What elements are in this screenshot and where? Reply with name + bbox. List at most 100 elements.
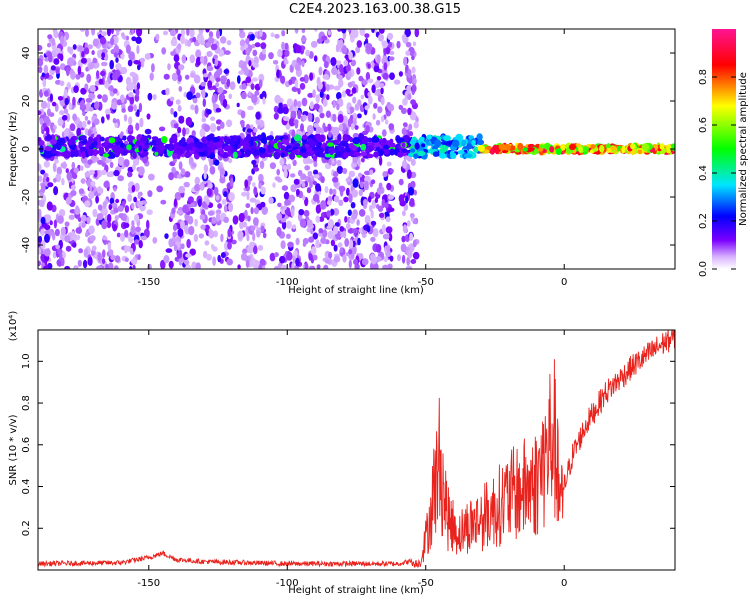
heatmap-cell: [348, 193, 353, 203]
heatmap-cell: [111, 202, 118, 209]
heatmap-cell: [203, 55, 208, 65]
heatmap-cell: [367, 137, 373, 143]
heatmap-cell: [246, 190, 250, 201]
heatmap-cell: [291, 224, 297, 230]
heatmap-cell: [81, 214, 87, 222]
heatmap-cell: [302, 114, 307, 121]
heatmap-cell: [280, 264, 288, 269]
heatmap-cell: [260, 42, 267, 50]
heatmap-cell: [275, 135, 280, 142]
heatmap-cell: [43, 265, 49, 269]
heatmap-cell: [282, 106, 289, 115]
heatmap-cell: [82, 110, 86, 116]
heatmap-cell: [378, 182, 383, 189]
heatmap-cell: [407, 68, 412, 79]
heatmap-cell: [249, 33, 255, 41]
heatmap-cell: [352, 178, 359, 188]
heatmap-cell: [280, 152, 285, 158]
heatmap-cell: [189, 248, 196, 256]
heatmap-cell: [472, 146, 479, 153]
heatmap-cell: [295, 257, 300, 267]
heatmap-cell: [129, 266, 133, 269]
heatmap-cell: [167, 63, 171, 71]
heatmap-cell: [178, 140, 184, 146]
heatmap-cell: [109, 59, 114, 70]
heatmap-cell: [126, 171, 133, 178]
heatmap-cell: [370, 257, 378, 265]
heatmap-cell: [207, 37, 215, 44]
heatmap-cell: [336, 165, 344, 174]
heatmap-cell: [401, 148, 408, 153]
heatmap-cell: [147, 92, 153, 101]
spectrogram-ylabel: Frequency (Hz): [8, 111, 19, 187]
heatmap-cell: [388, 56, 395, 61]
heatmap-cell: [274, 252, 279, 258]
heatmap-cell: [47, 182, 54, 188]
heatmap-cell: [276, 168, 281, 176]
heatmap-cell: [223, 191, 228, 198]
heatmap-cell: [114, 215, 119, 221]
heatmap-cell: [414, 29, 420, 38]
heatmap-cell: [317, 81, 323, 90]
heatmap-cell: [185, 264, 192, 269]
heatmap-cell: [110, 29, 114, 35]
heatmap-cell: [54, 228, 60, 237]
heatmap-cell: [47, 42, 52, 48]
heatmap-cell: [293, 250, 298, 257]
heatmap-cell: [439, 152, 447, 159]
heatmap-cell: [127, 124, 134, 132]
heatmap-cell: [387, 207, 395, 212]
heatmap-cell: [328, 148, 336, 154]
heatmap-cell: [412, 239, 417, 248]
heatmap-cell: [388, 233, 393, 242]
heatmap-cell: [220, 233, 224, 243]
heatmap-cell: [301, 60, 305, 68]
heatmap-cell: [64, 265, 71, 269]
heatmap-cell: [568, 143, 577, 151]
heatmap-cell: [291, 262, 295, 269]
heatmap-cell: [63, 151, 71, 159]
heatmap-cell: [239, 138, 244, 147]
heatmap-cell: [312, 232, 319, 240]
heatmap-cell: [333, 171, 339, 178]
heatmap-cell: [406, 220, 411, 227]
heatmap-cell: [280, 75, 286, 84]
heatmap-cell: [350, 123, 355, 131]
heatmap-cell: [242, 221, 248, 228]
heatmap-cell: [43, 172, 47, 178]
heatmap-cell: [65, 245, 72, 252]
heatmap-cell: [103, 180, 110, 188]
heatmap-cell: [76, 127, 82, 137]
heatmap-cell: [348, 51, 353, 61]
heatmap-cell: [137, 191, 141, 200]
x-tick-label: -150: [137, 578, 160, 589]
heatmap-cell: [184, 74, 190, 80]
heatmap-cell: [152, 94, 157, 101]
heatmap-cell: [341, 90, 347, 98]
heatmap-cell: [345, 88, 351, 95]
heatmap-cell: [43, 90, 49, 97]
heatmap-cell: [250, 207, 254, 215]
heatmap-cell: [371, 136, 380, 143]
heatmap-cell: [82, 120, 87, 129]
heatmap-cell: [225, 145, 233, 150]
heatmap-cell: [313, 169, 319, 175]
heatmap-cell: [228, 202, 234, 212]
heatmap-cell: [310, 40, 318, 48]
heatmap-cell: [171, 72, 178, 82]
heatmap-cell: [115, 57, 119, 63]
heatmap-cell: [133, 196, 138, 203]
heatmap-cell: [200, 81, 206, 87]
y-tick-label: 0.4: [21, 479, 32, 495]
heatmap-cell: [236, 102, 240, 108]
heatmap-cell: [254, 42, 261, 48]
heatmap-cell: [178, 256, 183, 266]
heatmap-cell: [369, 204, 373, 213]
heatmap-cell: [300, 173, 307, 180]
heatmap-cell: [43, 115, 50, 125]
heatmap-cell: [215, 107, 222, 113]
heatmap-cell: [403, 56, 408, 66]
heatmap-cell: [355, 46, 361, 54]
heatmap-cell: [96, 213, 104, 221]
heatmap-cell: [87, 120, 91, 125]
